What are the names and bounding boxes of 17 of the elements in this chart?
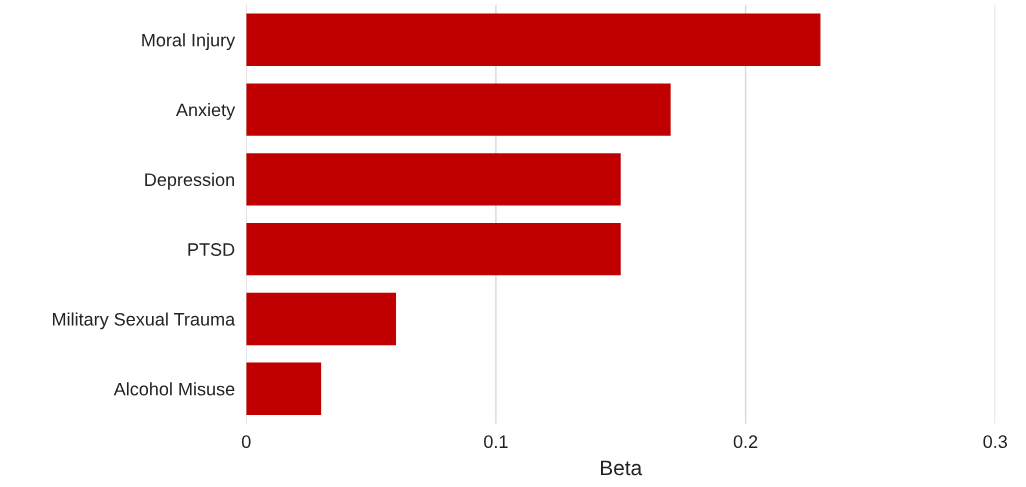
x-tick-label: 0.2 xyxy=(733,435,758,449)
x-tick-label: 0.3 xyxy=(983,435,1007,449)
bar xyxy=(246,223,621,276)
y-tick-label: Military Sexual Trauma xyxy=(52,312,236,330)
y-tick-label: Anxiety xyxy=(175,103,236,120)
bar xyxy=(246,153,621,206)
y-tick-label: PTSD xyxy=(188,243,235,256)
y-tick-label: Depression xyxy=(145,172,234,190)
bar xyxy=(246,292,397,346)
bar xyxy=(246,362,322,415)
bar xyxy=(246,13,821,66)
bar xyxy=(246,83,671,136)
x-tick-label: 0 xyxy=(241,435,251,449)
x-axis-title: Beta xyxy=(601,460,643,476)
x-tick-label: 0.1 xyxy=(484,435,508,449)
y-tick-label: Moral Injury xyxy=(142,33,236,51)
y-tick-label: Alcohol Misuse xyxy=(113,382,235,396)
